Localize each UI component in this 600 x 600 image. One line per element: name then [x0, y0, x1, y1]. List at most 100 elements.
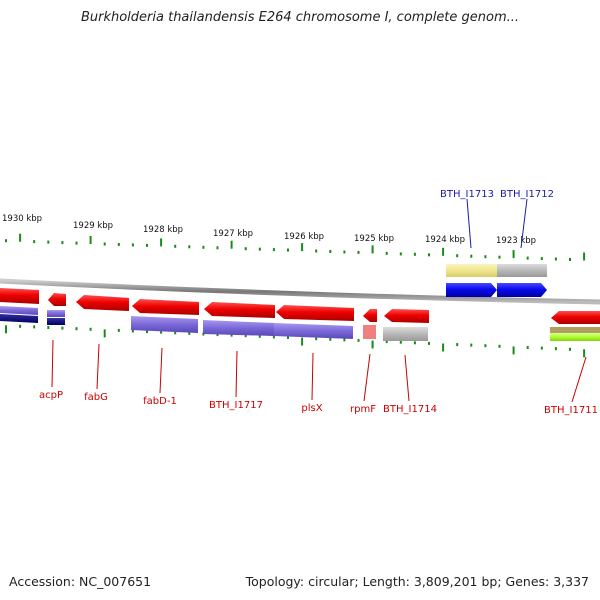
minor-tick — [272, 335, 275, 339]
cds-track-purple[interactable] — [47, 310, 65, 317]
minor-tick — [202, 245, 205, 249]
minor-tick — [569, 347, 571, 351]
major-tick — [442, 247, 445, 256]
minor-tick — [89, 327, 92, 331]
callout-line — [466, 198, 472, 249]
minor-tick — [329, 337, 332, 341]
gene-arrow[interactable] — [0, 288, 39, 304]
cds-track-red-light[interactable] — [363, 325, 376, 339]
cds-track-yellow[interactable] — [446, 264, 497, 277]
gene-arrow-fabd-1[interactable] — [132, 299, 199, 315]
minor-tick — [146, 330, 148, 334]
callout-line — [404, 354, 410, 402]
minor-tick — [5, 239, 7, 243]
major-tick — [230, 240, 233, 249]
cds-tracks-lower — [0, 306, 600, 341]
gene-arrow-bth-i1717[interactable] — [204, 302, 275, 318]
minor-tick — [188, 245, 191, 249]
minor-tick — [399, 340, 402, 344]
major-tick — [89, 236, 92, 244]
kbp-label: 1930 kbp — [2, 214, 42, 224]
callout-line — [363, 353, 371, 402]
gene-arrow-bth-i1712[interactable] — [497, 283, 547, 297]
gene-arrow-fabg[interactable] — [76, 295, 129, 311]
minor-tick — [526, 346, 529, 349]
genome-stats: Topology: circular; Length: 3,809,201 bp… — [245, 574, 589, 589]
minor-tick — [554, 257, 557, 261]
gene-label[interactable]: plsX — [301, 403, 322, 414]
minor-tick — [470, 343, 473, 347]
minor-tick — [357, 250, 360, 254]
cds-track-gray[interactable] — [383, 327, 428, 341]
minor-tick — [554, 347, 557, 351]
minor-tick — [385, 251, 388, 255]
gene-label[interactable]: BTH_I1712 — [500, 189, 554, 200]
gene-arrow-bth-i1713[interactable] — [446, 283, 497, 297]
cds-track-purple[interactable] — [0, 306, 38, 315]
minor-tick — [258, 334, 261, 338]
major-tick — [103, 329, 106, 338]
cds-track-purple[interactable] — [203, 320, 274, 336]
minor-tick — [174, 331, 177, 335]
minor-tick — [75, 327, 78, 331]
minor-tick — [399, 252, 402, 256]
cds-track-olive[interactable] — [550, 327, 600, 333]
minor-tick — [526, 256, 529, 260]
callout-line — [51, 339, 54, 388]
cds-track-purple[interactable] — [274, 323, 353, 339]
gene-label[interactable]: acpP — [39, 390, 63, 401]
gene-arrow-plsx[interactable] — [276, 305, 354, 321]
cds-track-navy[interactable] — [47, 318, 65, 325]
callout-line — [159, 347, 163, 394]
major-tick — [19, 233, 22, 242]
gene-label[interactable]: BTH_I1711 — [544, 405, 598, 416]
minor-tick — [413, 252, 416, 256]
minor-tick — [103, 242, 106, 246]
minor-tick — [131, 243, 134, 247]
gene-label[interactable]: BTH_I1717 — [209, 400, 263, 411]
gene-label[interactable]: BTH_I1714 — [383, 404, 437, 415]
major-tick — [301, 243, 304, 252]
callout-line — [520, 198, 528, 249]
minor-tick — [456, 343, 459, 347]
minor-tick — [33, 325, 36, 329]
major-tick — [371, 245, 374, 254]
minor-tick — [61, 241, 64, 245]
minor-tick — [343, 338, 346, 342]
gene-label[interactable]: fabG — [84, 392, 108, 403]
minor-tick — [540, 257, 543, 261]
minor-tick — [329, 250, 332, 253]
gene-arrow-acpp[interactable] — [48, 293, 66, 306]
gene-label[interactable]: BTH_I1713 — [440, 189, 494, 200]
gene-label[interactable]: fabD-1 — [143, 396, 177, 407]
gene-arrow-bth-i1711[interactable] — [551, 311, 600, 324]
cds-track-navy[interactable] — [0, 314, 38, 323]
minor-tick — [569, 258, 571, 261]
gene-arrow-bth-i1714[interactable] — [384, 309, 429, 323]
minor-tick — [540, 346, 543, 350]
kbp-label: 1923 kbp — [496, 236, 536, 246]
kbp-label: 1927 kbp — [213, 229, 253, 239]
minor-tick — [117, 328, 120, 332]
callout-line — [96, 343, 100, 390]
minor-tick — [498, 255, 501, 259]
minor-tick — [47, 326, 50, 329]
gene-labels-bottom: acpP fabG fabD-1 BTH_I1717 plsX rpmF BTH… — [39, 390, 598, 416]
callout-line — [571, 356, 587, 403]
minor-tick — [413, 341, 416, 345]
kbp-label: 1924 kbp — [425, 235, 465, 245]
gene-label[interactable]: rpmF — [350, 404, 376, 415]
cds-track-green[interactable] — [550, 333, 600, 341]
minor-tick — [188, 331, 191, 335]
minor-tick — [272, 248, 275, 252]
cds-track-gray[interactable] — [497, 264, 547, 277]
minor-tick — [343, 250, 346, 254]
minor-tick — [216, 333, 219, 337]
reverse-strand-genes — [0, 288, 600, 324]
minor-tick — [287, 336, 289, 339]
minor-tick — [61, 326, 64, 330]
cds-track-purple[interactable] — [131, 316, 198, 333]
gene-arrow-rpmf[interactable] — [363, 309, 377, 322]
chromosome-backbone — [0, 278, 600, 305]
